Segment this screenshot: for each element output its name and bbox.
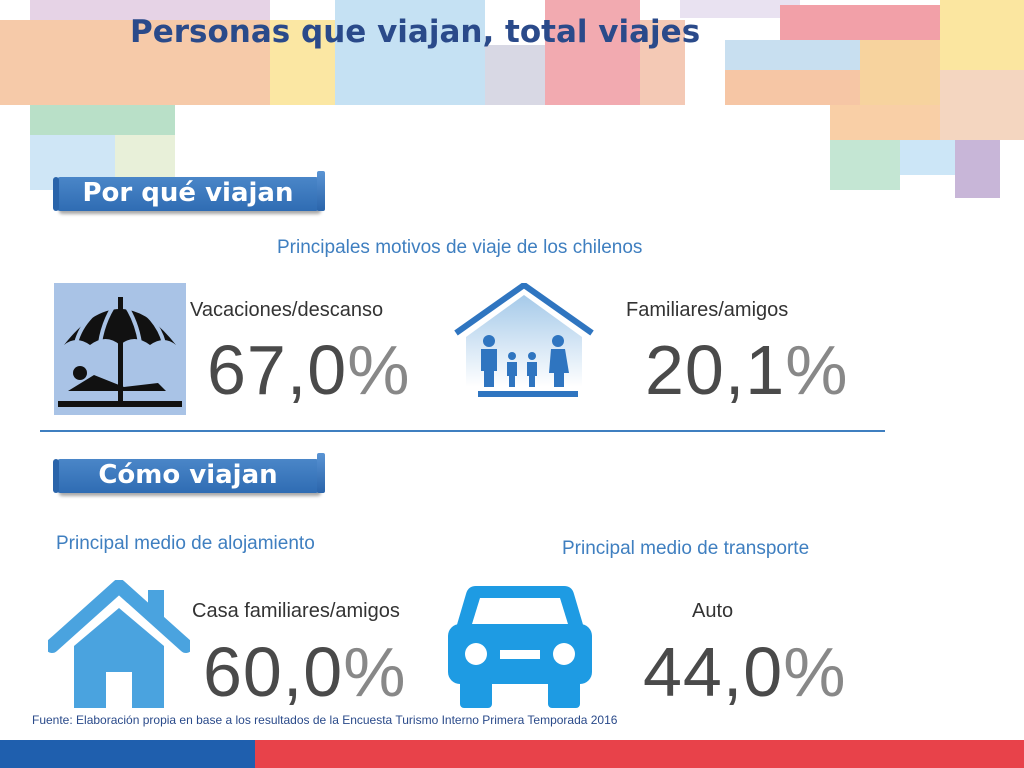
label-casa: Casa familiares/amigos	[192, 600, 400, 622]
section-tab-how: Cómo viajan	[53, 453, 325, 493]
decor-tile	[860, 40, 940, 105]
decor-tile	[545, 0, 640, 105]
house-icon	[45, 579, 193, 708]
subheading-transport: Principal medio de transporte	[562, 538, 810, 559]
decor-tile	[335, 0, 485, 105]
beach-umbrella-icon	[54, 283, 186, 415]
percent-sign: %	[343, 633, 407, 711]
value-familiares: 20,1%	[645, 330, 849, 410]
decor-tile	[955, 140, 1000, 198]
decor-tile	[830, 105, 940, 140]
decor-tile	[940, 70, 1024, 140]
percent-sign: %	[785, 331, 849, 409]
label-familiares: Familiares/amigos	[626, 299, 789, 321]
decor-tile	[270, 20, 335, 105]
subheading-lodging: Principal medio de alojamiento	[56, 533, 315, 554]
decor-tile	[830, 140, 900, 190]
tab-edge	[317, 453, 325, 493]
tab-edge	[53, 459, 59, 493]
source-note: Fuente: Elaboración propia en base a los…	[32, 713, 618, 727]
decor-tile	[780, 5, 940, 40]
decor-tile	[725, 70, 860, 105]
tab-edge	[53, 177, 59, 211]
decor-tile	[900, 140, 955, 175]
label-auto: Auto	[692, 600, 734, 622]
label-vacaciones: Vacaciones/descanso	[190, 299, 384, 321]
value-number: 60,0	[203, 633, 344, 711]
decor-tile	[30, 0, 270, 20]
value-auto: 44,0%	[643, 632, 847, 712]
decor-tile	[725, 40, 860, 70]
value-number: 67,0	[207, 331, 348, 409]
decor-tile	[680, 0, 800, 18]
value-number: 44,0	[643, 633, 784, 711]
section-tab-label: Cómo viajan	[98, 460, 278, 490]
value-number: 20,1	[645, 331, 786, 409]
decor-tile	[30, 105, 175, 135]
section-tab-why: Por qué viajan	[53, 171, 325, 211]
tab-edge	[317, 171, 325, 211]
decor-tile	[485, 45, 545, 105]
value-casa: 60,0%	[203, 632, 407, 712]
section-tab-label: Por qué viajan	[82, 178, 294, 208]
percent-sign: %	[783, 633, 847, 711]
page-title: Personas que viajan, total viajes	[130, 14, 701, 50]
decor-tile	[640, 20, 685, 105]
value-vacaciones: 67,0%	[207, 330, 411, 410]
decor-tile	[940, 0, 1024, 70]
family-home-icon	[452, 281, 597, 401]
percent-sign: %	[347, 331, 411, 409]
footer-bar-blue	[0, 740, 255, 768]
subheading-motives: Principales motivos de viaje de los chil…	[277, 237, 643, 258]
footer-bar-red	[255, 740, 1024, 768]
section-divider	[40, 430, 885, 432]
decor-tile	[0, 20, 270, 105]
car-icon	[446, 580, 594, 712]
